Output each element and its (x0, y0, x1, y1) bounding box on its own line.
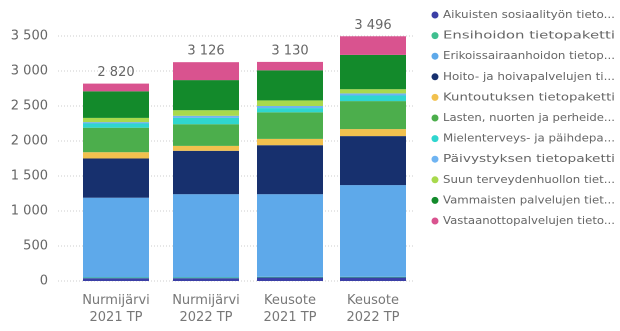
y-tick-label: 3 000 (11, 64, 48, 79)
legend-marker (431, 73, 439, 81)
legend-marker (431, 196, 439, 204)
bar-segment (83, 197, 149, 278)
bar-segment (257, 100, 323, 106)
bar-segment (173, 277, 239, 279)
x-tick-label: Keusote 2022 TP (346, 293, 400, 325)
bar-segment (173, 115, 239, 118)
bar-segment (257, 70, 323, 101)
legend-marker (431, 114, 439, 122)
y-tick-label: 500 (23, 239, 48, 254)
total-label: 3 130 (271, 43, 308, 58)
bar-segment (173, 124, 239, 146)
bar-segment (83, 158, 149, 198)
legend-marker (431, 93, 439, 101)
legend-marker (431, 135, 439, 143)
x-tick-label: Keusote 2021 TP (263, 293, 317, 325)
bar-segment (173, 80, 239, 111)
bar-segment (257, 138, 323, 146)
y-tick-label: 2 500 (11, 99, 48, 114)
bar-segment (83, 127, 149, 153)
bar-segment (83, 278, 149, 281)
bar-segment (83, 122, 149, 124)
bar-segment (340, 93, 406, 96)
y-tick-label: 1 500 (11, 169, 48, 184)
bar-segment (257, 277, 323, 281)
bar-segment (340, 89, 406, 94)
legend-label: Mielenterveys- ja päihdepa... (443, 133, 615, 145)
bar-segment (257, 112, 323, 139)
legend-marker (431, 11, 439, 19)
legend-label: Suun terveydenhuollon tiet... (443, 174, 615, 186)
x-tick-label: Nurmijärvi 2022 TP (172, 293, 240, 325)
legend-label: Erikoissairaanhoidon tietop... (443, 50, 615, 62)
legend-marker (431, 155, 439, 163)
bar-segment (173, 145, 239, 151)
total-label: 2 820 (97, 65, 134, 80)
bar-segment (340, 277, 406, 281)
legend-label: Ensihoidon tietopaketti (443, 30, 615, 42)
total-label: 3 126 (187, 44, 224, 59)
bar-segment (257, 194, 323, 277)
bar-segment (173, 62, 239, 81)
y-tick-label: 2 000 (11, 134, 48, 149)
bar-segment (340, 101, 406, 130)
bar-segment (340, 276, 406, 278)
bar-segment (257, 106, 323, 109)
bar-segment (340, 54, 406, 90)
bar-segment (173, 117, 239, 125)
bar-segment (83, 117, 149, 123)
x-tick-label: Nurmijärvi 2021 TP (82, 293, 150, 325)
y-tick-label: 1 000 (11, 204, 48, 219)
legend-label: Aikuisten sosiaalityön tieto... (443, 9, 615, 21)
bar-segment (173, 150, 239, 195)
bar-segment (340, 136, 406, 186)
bar-segment (83, 91, 149, 118)
bar-segment (173, 194, 239, 278)
legend-label: Vastaanottopalvelujen tieto... (443, 215, 615, 227)
legend-label: Päivystyksen tietopaketti (443, 153, 615, 165)
bar-segment (83, 152, 149, 159)
legend-marker (431, 52, 439, 60)
bar-segment (83, 123, 149, 128)
legend-label: Kuntoutuksen tietopaketti (443, 91, 615, 103)
bar-segment (340, 36, 406, 55)
legend-marker (431, 32, 439, 40)
legend-label: Lasten, nuorten ja perheide... (443, 112, 615, 124)
bar-segment (340, 129, 406, 137)
bar-segment (340, 95, 406, 102)
bar-segment (83, 83, 149, 92)
bar-segment (83, 277, 149, 279)
y-tick-label: 0 (40, 274, 48, 289)
legend-label: Vammaisten palvelujen tiet... (443, 194, 615, 206)
bar-segment (340, 185, 406, 277)
bar-segment (257, 145, 323, 195)
y-tick-label: 3 500 (11, 29, 48, 44)
bar-segment (257, 108, 323, 113)
total-label: 3 496 (354, 18, 391, 33)
bar-segment (173, 278, 239, 281)
bar-segment (173, 110, 239, 116)
bar-segment (257, 276, 323, 278)
legend-marker (431, 176, 439, 184)
legend-marker (431, 217, 439, 225)
bar-segment (257, 61, 323, 71)
legend-label: Hoito- ja hoivapalvelujen ti... (443, 71, 615, 83)
